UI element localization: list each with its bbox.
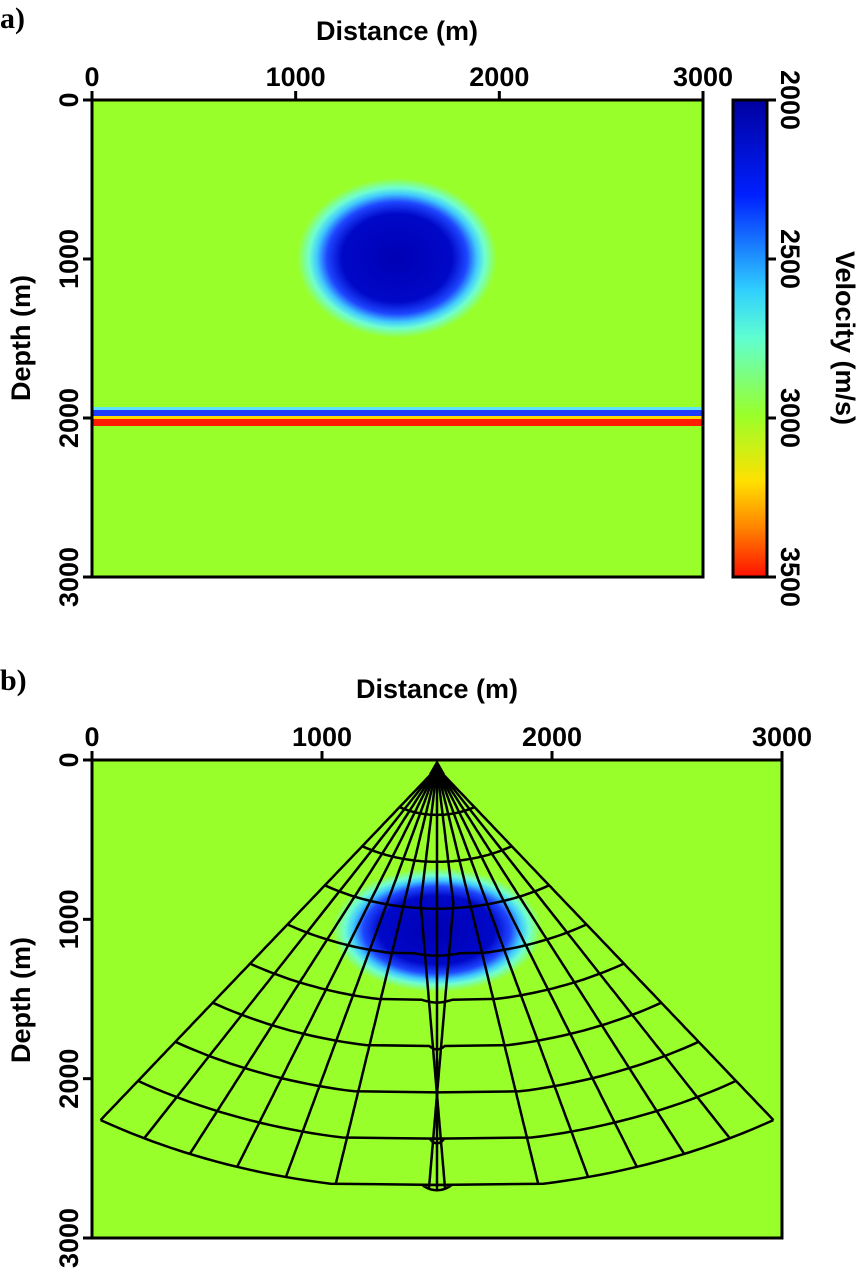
ray-path bbox=[436, 767, 775, 1121]
ray-path bbox=[436, 767, 731, 1140]
ray-path bbox=[143, 767, 438, 1140]
source-marker bbox=[429, 760, 445, 774]
wavefront bbox=[212, 1001, 662, 1051]
x-tick-label: 0 bbox=[84, 62, 99, 92]
plot-frame-a bbox=[90, 98, 705, 579]
ray-path bbox=[188, 767, 439, 1155]
ray-path bbox=[235, 767, 439, 1168]
ray-path bbox=[427, 767, 455, 1189]
wavefront bbox=[249, 962, 625, 1004]
ray-path bbox=[334, 767, 439, 1185]
colorbar-tick-label: 2500 bbox=[775, 229, 805, 289]
velocity-layer bbox=[92, 407, 703, 426]
ray-path bbox=[435, 767, 639, 1168]
x-tick-label: 1000 bbox=[266, 62, 326, 92]
ray-overlay bbox=[99, 760, 775, 1192]
ray-path bbox=[419, 767, 447, 1189]
wavefront bbox=[287, 923, 587, 957]
colorbar-tick-label: 2000 bbox=[775, 70, 805, 130]
wavefront bbox=[361, 845, 513, 864]
y-ticks-b: 0 1000 2000 3000 bbox=[54, 752, 92, 1268]
x-ticks-a: 0 1000 2000 3000 bbox=[84, 62, 733, 100]
x-axis-title-a: Distance (m) bbox=[316, 16, 478, 46]
y-ticks-a: 0 1000 2000 3000 bbox=[54, 92, 92, 607]
ray-path bbox=[435, 767, 590, 1178]
x-tick-label: 3000 bbox=[673, 62, 733, 92]
x-tick-label: 3000 bbox=[752, 722, 812, 752]
panel-label-a: a) bbox=[0, 2, 25, 35]
y-tick-label: 2000 bbox=[54, 388, 84, 448]
y-tick-label: 3000 bbox=[54, 1208, 84, 1268]
y-tick-label: 0 bbox=[54, 92, 84, 107]
colorbar-title: Velocity (m/s) bbox=[830, 251, 859, 425]
x-tick-label: 2000 bbox=[469, 62, 529, 92]
ray-path bbox=[435, 767, 540, 1185]
y-tick-label: 1000 bbox=[54, 229, 84, 289]
wavefront bbox=[137, 1079, 737, 1145]
ray-path bbox=[435, 767, 686, 1155]
wavefront bbox=[399, 805, 475, 817]
wavefront bbox=[100, 1118, 774, 1192]
plot-frame-b bbox=[90, 758, 784, 1240]
ray-path bbox=[99, 767, 438, 1121]
wavefront bbox=[324, 884, 550, 910]
wavefront bbox=[174, 1040, 700, 1097]
x-axis-title-b: Distance (m) bbox=[356, 674, 518, 704]
low-velocity-anomaly bbox=[297, 178, 497, 338]
colorbar bbox=[731, 98, 769, 579]
x-tick-label: 0 bbox=[84, 722, 99, 752]
y-tick-label: 0 bbox=[54, 752, 84, 767]
colorbar-ticks: 2000 2500 3000 3500 bbox=[767, 70, 805, 607]
velocity-background-a bbox=[92, 100, 703, 577]
colorbar-tick-label: 3000 bbox=[775, 388, 805, 448]
x-ticks-b: 0 1000 2000 3000 bbox=[84, 722, 812, 760]
y-tick-label: 3000 bbox=[54, 547, 84, 607]
panel-label-b: b) bbox=[0, 664, 27, 697]
x-tick-label: 1000 bbox=[292, 722, 352, 752]
y-axis-title-b: Depth (m) bbox=[6, 937, 36, 1063]
y-tick-label: 1000 bbox=[54, 889, 84, 949]
colorbar-tick-label: 3500 bbox=[775, 547, 805, 607]
y-axis-title-a: Depth (m) bbox=[6, 275, 36, 401]
x-tick-label: 2000 bbox=[522, 722, 582, 752]
y-tick-label: 2000 bbox=[54, 1049, 84, 1109]
ray-path bbox=[284, 767, 439, 1178]
